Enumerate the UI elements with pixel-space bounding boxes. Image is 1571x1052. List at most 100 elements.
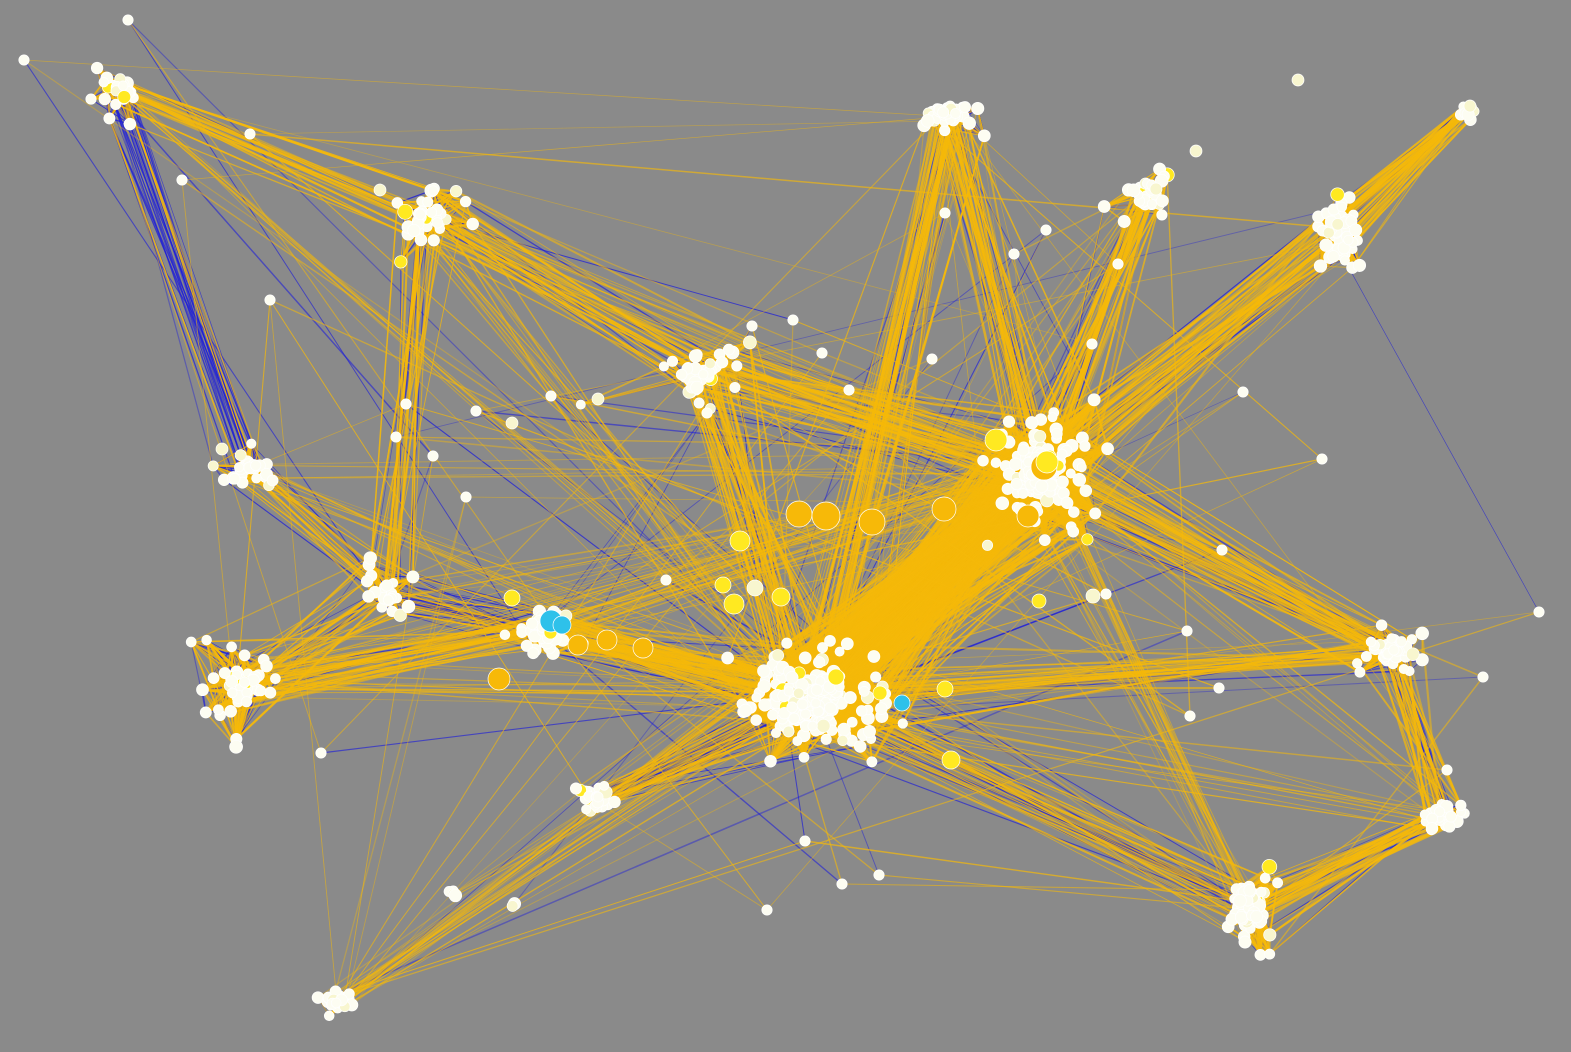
graph-node[interactable]	[527, 647, 540, 660]
graph-node[interactable]	[1261, 859, 1278, 875]
graph-node-highlight[interactable]	[729, 530, 751, 552]
graph-node[interactable]	[581, 804, 592, 815]
graph-node[interactable]	[858, 686, 870, 697]
graph-node[interactable]	[1050, 427, 1063, 440]
graph-node[interactable]	[962, 116, 976, 130]
graph-node[interactable]	[1017, 488, 1029, 499]
graph-node[interactable]	[658, 361, 669, 372]
graph-node-highlight[interactable]	[552, 615, 572, 635]
graph-node[interactable]	[1181, 625, 1193, 637]
graph-node[interactable]	[250, 459, 262, 471]
graph-node[interactable]	[1056, 475, 1069, 489]
graph-node[interactable]	[867, 650, 881, 663]
graph-node[interactable]	[1250, 910, 1263, 924]
graph-node[interactable]	[575, 399, 586, 410]
graph-node[interactable]	[1352, 658, 1363, 669]
graph-node[interactable]	[1434, 806, 1445, 818]
graph-node[interactable]	[1060, 496, 1074, 509]
graph-node[interactable]	[608, 795, 621, 809]
graph-node[interactable]	[926, 353, 938, 365]
graph-node[interactable]	[771, 649, 785, 662]
graph-node[interactable]	[1156, 194, 1169, 208]
graph-node[interactable]	[1352, 258, 1367, 272]
graph-node[interactable]	[1388, 644, 1400, 656]
graph-node[interactable]	[226, 687, 238, 699]
graph-node[interactable]	[176, 174, 188, 186]
graph-node[interactable]	[1415, 626, 1429, 641]
graph-node-highlight[interactable]	[1031, 593, 1047, 609]
graph-node[interactable]	[693, 397, 705, 409]
graph-node[interactable]	[783, 686, 794, 697]
graph-node[interactable]	[244, 128, 256, 140]
graph-node[interactable]	[1243, 884, 1256, 897]
graph-node[interactable]	[117, 90, 132, 104]
graph-node-highlight[interactable]	[1149, 182, 1163, 196]
graph-node[interactable]	[798, 751, 810, 763]
graph-node-highlight[interactable]	[215, 442, 229, 456]
graph-node-highlight[interactable]	[984, 428, 1008, 452]
graph-node[interactable]	[786, 701, 798, 714]
graph-node[interactable]	[959, 101, 971, 114]
graph-node[interactable]	[1386, 633, 1397, 644]
graph-node[interactable]	[422, 196, 434, 208]
graph-node[interactable]	[704, 358, 716, 370]
graph-node[interactable]	[688, 349, 703, 363]
graph-node[interactable]	[920, 114, 935, 128]
graph-node[interactable]	[750, 714, 762, 726]
graph-node[interactable]	[225, 675, 239, 688]
graph-node[interactable]	[1147, 198, 1157, 209]
graph-node[interactable]	[788, 712, 800, 725]
graph-node[interactable]	[1025, 416, 1039, 430]
graph-node[interactable]	[1089, 507, 1102, 520]
graph-node[interactable]	[251, 473, 262, 484]
graph-node[interactable]	[391, 197, 404, 209]
graph-node[interactable]	[1184, 710, 1196, 722]
graph-node-highlight[interactable]	[1035, 450, 1059, 474]
graph-node[interactable]	[1087, 393, 1101, 407]
graph-node[interactable]	[110, 98, 122, 110]
graph-node[interactable]	[824, 635, 836, 647]
graph-node[interactable]	[1076, 462, 1087, 473]
graph-node[interactable]	[870, 671, 882, 683]
graph-node[interactable]	[98, 92, 111, 106]
graph-node[interactable]	[213, 704, 224, 716]
graph-node[interactable]	[810, 697, 821, 709]
graph-node[interactable]	[844, 691, 857, 704]
graph-node[interactable]	[846, 716, 858, 728]
graph-node[interactable]	[1238, 935, 1252, 949]
graph-node[interactable]	[401, 599, 416, 614]
graph-node[interactable]	[1017, 444, 1030, 457]
graph-node[interactable]	[792, 736, 803, 747]
graph-node[interactable]	[199, 706, 212, 719]
graph-node[interactable]	[837, 734, 849, 747]
graph-node[interactable]	[950, 108, 961, 119]
graph-node[interactable]	[1316, 453, 1328, 465]
graph-node[interactable]	[995, 496, 1010, 510]
graph-node[interactable]	[1072, 473, 1087, 487]
graph-node[interactable]	[721, 651, 734, 665]
graph-node[interactable]	[1336, 201, 1348, 213]
graph-node[interactable]	[599, 780, 610, 791]
graph-node[interactable]	[363, 551, 377, 565]
graph-node[interactable]	[939, 207, 951, 219]
graph-node[interactable]	[427, 185, 439, 197]
graph-node[interactable]	[414, 233, 428, 247]
graph-node[interactable]	[1216, 544, 1228, 556]
graph-node[interactable]	[1360, 650, 1372, 662]
graph-node[interactable]	[238, 649, 251, 662]
graph-node-highlight[interactable]	[931, 496, 957, 522]
graph-node[interactable]	[1477, 671, 1489, 683]
graph-node-highlight[interactable]	[1016, 504, 1040, 528]
graph-node[interactable]	[122, 14, 134, 26]
graph-node[interactable]	[255, 685, 267, 697]
graph-node[interactable]	[843, 384, 855, 396]
graph-node[interactable]	[1331, 218, 1344, 231]
graph-node-highlight[interactable]	[941, 750, 961, 770]
graph-node[interactable]	[506, 900, 519, 912]
graph-node[interactable]	[751, 692, 762, 703]
graph-node[interactable]	[448, 888, 463, 903]
graph-node[interactable]	[426, 206, 438, 218]
graph-node[interactable]	[397, 203, 414, 220]
graph-node[interactable]	[218, 667, 231, 680]
